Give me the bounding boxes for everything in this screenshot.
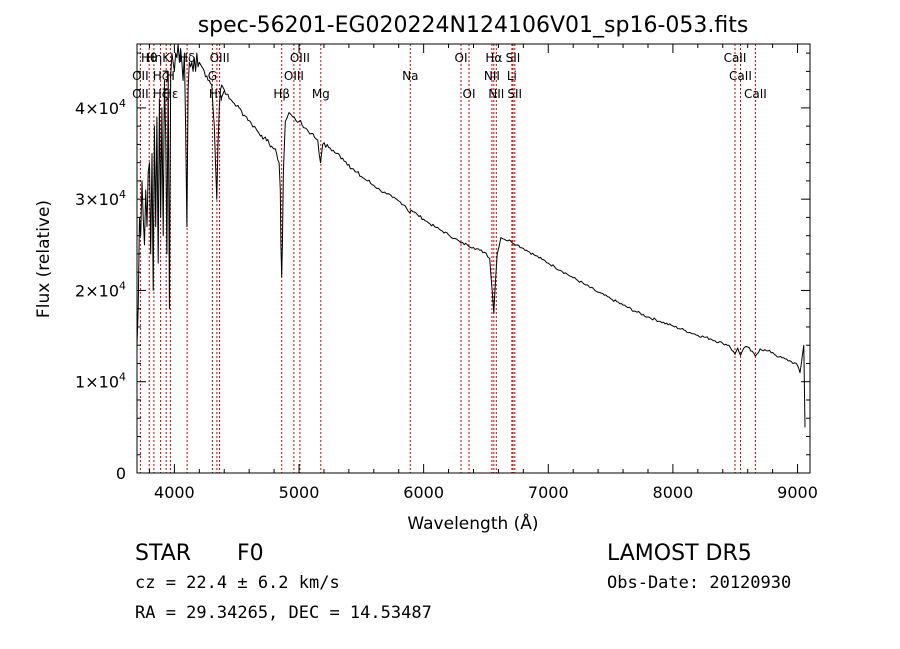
line-labels: Hθ OII OII Hη Hζ Hζ KH Hε Hδ G OIII Hγ Hβ OIII OIII Mg N… (132, 51, 767, 101)
spectrum-line (136, 43, 806, 428)
line-label: SII (506, 51, 521, 65)
emission-line-markers (139, 44, 756, 473)
line-label: G (208, 69, 217, 83)
x-tick-label: 6000 (403, 483, 444, 502)
line-label: Hζ (153, 69, 169, 83)
y-axis-label: Flux (relative) (34, 200, 54, 318)
line-label: Mg (312, 87, 330, 101)
line-label: SII (507, 87, 522, 101)
y-tick-label: 2×104 (75, 279, 126, 300)
y-tick-label: 3×104 (75, 188, 126, 209)
line-label: NII (484, 69, 500, 83)
line-label: NII (488, 87, 504, 101)
obs-date: Obs-Date: 20120930 (607, 573, 792, 593)
y-tick-label: 1×104 (75, 371, 126, 392)
coordinates: RA = 29.34265, DEC = 14.53487 (135, 603, 432, 623)
line-label: CaII (744, 87, 767, 101)
line-label: CaII (729, 69, 752, 83)
line-label: Hζ (153, 87, 169, 101)
x-tick-label: 8000 (653, 483, 694, 502)
y-tick-label: 0 (116, 464, 126, 483)
line-label: OII (132, 87, 149, 101)
line-label: Hθ (141, 51, 157, 65)
x-tick-label: 4000 (154, 483, 195, 502)
line-label: Hη (146, 51, 163, 65)
line-label: OI (463, 87, 476, 101)
plot-frame (136, 43, 811, 474)
line-label: OI (455, 51, 468, 65)
line-label: OIII (210, 51, 230, 65)
line-label: OIII (284, 69, 304, 83)
line-label: OII (132, 69, 149, 83)
x-axis: 4000 5000 6000 7000 8000 9000 (148, 44, 818, 502)
line-label: Hα (485, 51, 502, 65)
line-label: Hβ (273, 87, 290, 101)
line-label: OIII (290, 51, 310, 65)
x-axis-label: Wavelength (Å) (407, 512, 538, 534)
line-label: Hγ (209, 87, 225, 101)
line-label: Hε (163, 87, 179, 101)
line-label: Hδ (179, 51, 195, 65)
line-label: H (166, 69, 175, 83)
line-label: CaII (724, 51, 747, 65)
object-class: STAR (135, 541, 192, 566)
x-tick-label: 5000 (279, 483, 320, 502)
x-tick-label: 7000 (528, 483, 569, 502)
redshift-value: cz = 22.4 ± 6.2 km/s (135, 573, 340, 593)
y-axis: 0 1×104 2×104 3×104 4×104 (75, 52, 810, 483)
x-tick-label: 9000 (777, 483, 818, 502)
survey-label: LAMOST DR5 (607, 541, 752, 566)
spectral-subclass: F0 (237, 541, 264, 566)
line-label: K (162, 51, 171, 65)
y-tick-label: 4×104 (75, 97, 126, 118)
line-label: Li (507, 69, 517, 83)
chart-title: spec-56201-EG020224N124106V01_sp16-053.f… (198, 13, 749, 38)
line-label: Na (402, 69, 418, 83)
